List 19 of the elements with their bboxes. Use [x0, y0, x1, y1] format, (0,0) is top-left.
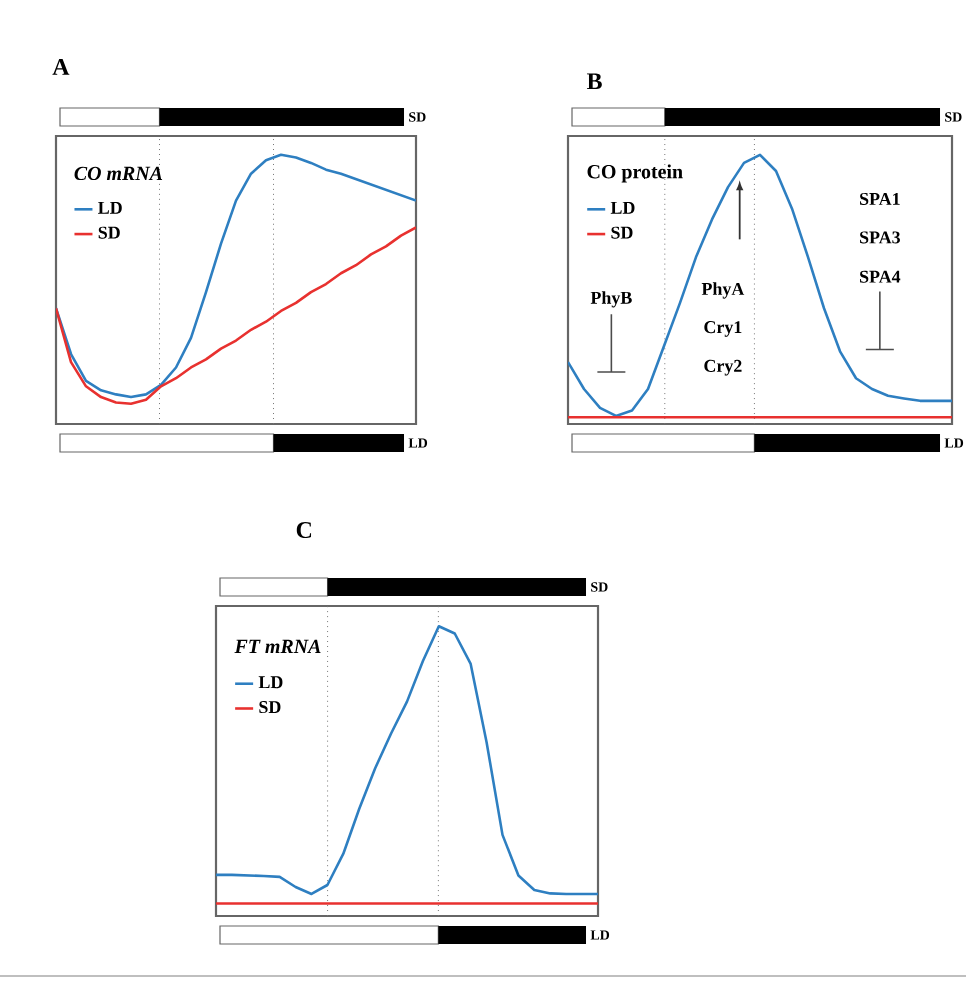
- annotation: SPA3: [860, 231, 900, 244]
- chart-title: B: [586, 73, 602, 90]
- annotation: PhyB: [590, 291, 632, 308]
- annotation: SPA1: [860, 192, 900, 206]
- legend-label: SD: [98, 226, 120, 239]
- legend-label: LD: [258, 676, 283, 689]
- text: FT mRNA: [234, 639, 321, 653]
- chart-title: C: [296, 522, 312, 539]
- annotation: SPA4: [860, 270, 901, 283]
- chart-subtitle: CO mRNA: [74, 166, 163, 181]
- legend-label: SD: [259, 701, 281, 714]
- legend-label: SD: [611, 226, 633, 239]
- annotation: Cry1: [704, 321, 742, 337]
- legend-label: LD: [98, 201, 122, 214]
- legend-label: LD: [610, 201, 635, 214]
- annotation: PhyA: [701, 282, 745, 299]
- annotation: Cry2: [704, 359, 742, 376]
- chart-subtitle: CO protein: [587, 164, 683, 183]
- chart-title: A: [52, 58, 70, 75]
